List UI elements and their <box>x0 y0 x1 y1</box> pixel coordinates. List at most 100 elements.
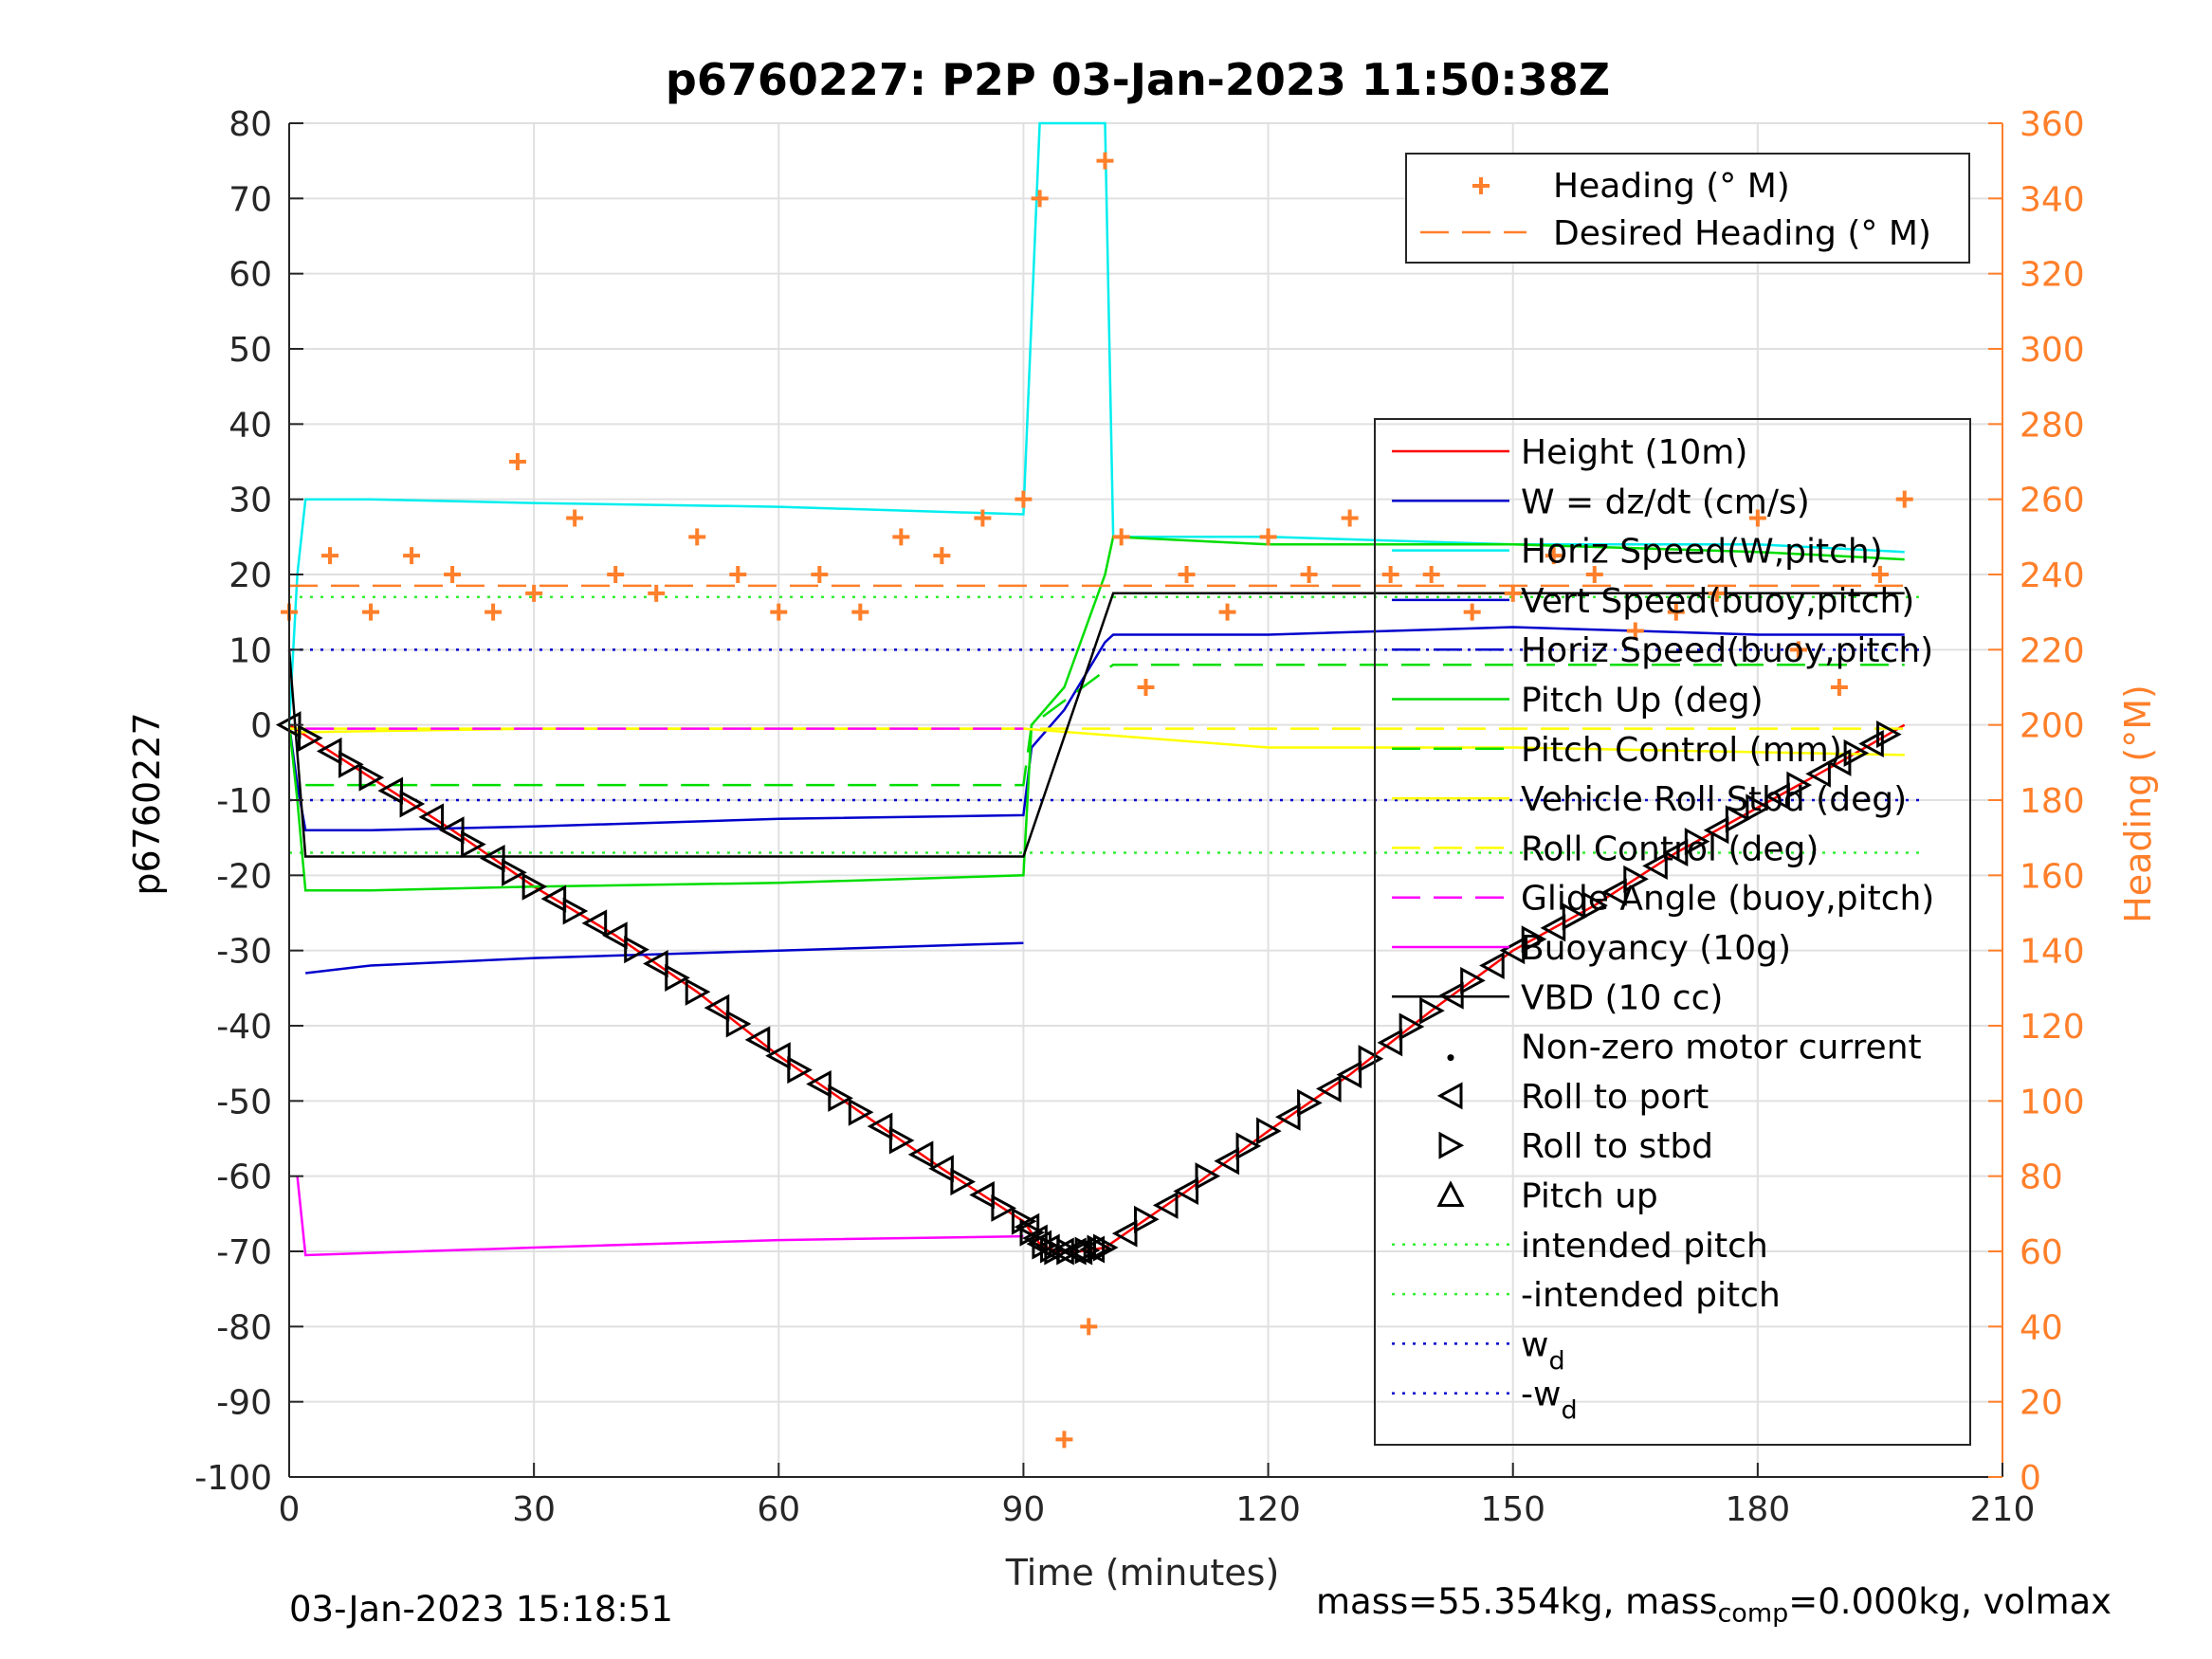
legend-main-entry: intended pitch <box>1521 1227 1768 1266</box>
heading-point <box>1137 679 1155 696</box>
heading-point <box>508 453 526 470</box>
legend-main-swatch <box>1438 1131 1465 1159</box>
roll-to-stbd-marker <box>950 1168 977 1196</box>
heading-point <box>729 566 747 583</box>
heading-point <box>1871 566 1889 583</box>
roll-to-port-marker <box>479 844 505 873</box>
y-tick-label-right: 200 <box>2020 707 2085 746</box>
roll-to-port-marker <box>765 1042 791 1070</box>
legend-main-entry: Horiz Speed(buoy,pitch) <box>1521 631 1933 670</box>
roll-to-stbd-marker <box>1562 902 1588 931</box>
roll-to-stbd-marker <box>1358 1045 1384 1073</box>
roll-to-port-marker <box>643 950 668 978</box>
x-tick-label: 120 <box>1235 1490 1301 1529</box>
heading-point <box>892 528 910 546</box>
roll-to-stbd-marker <box>828 1084 853 1112</box>
roll-to-stbd-marker <box>1876 720 1902 749</box>
chart-title: p6760227: P2P 03-Jan-2023 11:50:38Z <box>666 54 1610 105</box>
heading-point <box>321 547 339 565</box>
y-tick-label-left: -40 <box>216 1008 272 1047</box>
roll-to-port-marker <box>1805 759 1831 788</box>
heading-point <box>1422 566 1440 583</box>
roll-to-stbd-marker <box>1056 1237 1082 1266</box>
heading-point <box>1667 603 1685 621</box>
y-axis-label-left: p6760227 <box>126 712 168 895</box>
roll-to-port-marker <box>418 803 445 831</box>
heading-point <box>403 547 421 565</box>
heading-point <box>851 603 869 621</box>
roll-to-stbd-marker <box>1746 793 1771 822</box>
heading-series <box>281 152 1913 1449</box>
roll-to-stbd-marker <box>502 858 527 886</box>
y-tick-label-left: 70 <box>229 180 272 219</box>
roll-to-stbd-marker <box>1019 1218 1046 1247</box>
heading-point <box>362 603 380 621</box>
y-tick-label-left: -50 <box>216 1083 272 1121</box>
y-tick-label-left: -20 <box>216 857 272 896</box>
heading-point <box>1830 679 1848 696</box>
roll-to-stbd-marker <box>521 872 548 901</box>
legend-main-entry: VBD (10 cc) <box>1521 978 1723 1017</box>
roll-to-stbd-marker <box>1297 1088 1323 1117</box>
roll-to-stbd-marker <box>1786 771 1813 799</box>
y-tick-label-left: -10 <box>216 782 272 821</box>
roll-to-port-marker <box>928 1155 954 1183</box>
heading-point <box>484 603 503 621</box>
legend-main-entry: Vert Speed(buoy,pitch) <box>1521 582 1914 621</box>
roll-to-stbd-marker <box>1256 1117 1282 1145</box>
roll-to-stbd-marker <box>685 977 711 1006</box>
y-tick-label-right: 160 <box>2020 857 2085 896</box>
footer-mass-text: mass=55.354kg, mass <box>1316 1581 1718 1622</box>
legend-main-swatch <box>1436 1082 1463 1110</box>
footer-timestamp: 03-Jan-2023 15:18:51 <box>289 1589 673 1630</box>
series-line <box>287 626 1905 831</box>
roll-to-stbd-marker <box>787 1056 813 1085</box>
legend-main-entry-sub: d <box>1561 1396 1577 1426</box>
roll-to-stbd-marker <box>1684 828 1710 856</box>
roll-to-port-marker <box>1377 1029 1403 1057</box>
heading-point <box>688 528 706 546</box>
heading-point <box>1178 566 1196 583</box>
roll-to-stbd-marker <box>1074 1236 1101 1265</box>
x-tick-label: 60 <box>757 1490 800 1529</box>
heading-point <box>811 566 829 583</box>
roll-to-stbd-marker <box>461 830 486 859</box>
roll-to-port-marker <box>907 1140 934 1169</box>
x-tick-label: 180 <box>1725 1490 1790 1529</box>
series-line <box>305 941 1024 975</box>
roll-to-port-marker <box>1601 878 1627 906</box>
roll-to-port-marker <box>1022 1224 1048 1252</box>
legend-main-entry: Height (10m) <box>1521 433 1747 472</box>
heading-point <box>1585 566 1603 583</box>
legend-heading: Heading (° M) Desired Heading (° M) <box>1405 153 1970 264</box>
roll-to-port-marker <box>1111 1219 1138 1248</box>
roll-to-port-marker <box>1152 1191 1179 1219</box>
y-tick-label-left: 40 <box>229 406 272 445</box>
heading-point <box>933 547 951 565</box>
y-tick-label-left: 30 <box>229 482 272 520</box>
roll-to-port-marker <box>1079 1235 1106 1264</box>
footer-mass: mass=55.354kg, masscomp=0.000kg, volmax <box>1316 1581 2111 1628</box>
heading-point <box>1626 622 1644 640</box>
roll-to-stbd-marker <box>1843 738 1870 767</box>
x-tick-label: 30 <box>512 1490 556 1529</box>
roll-to-port-marker <box>602 921 628 950</box>
roll-to-port-marker <box>744 1026 771 1054</box>
heading-point <box>1463 603 1481 621</box>
roll-to-port-marker <box>1214 1147 1240 1176</box>
roll-to-stbd-marker <box>1582 891 1608 920</box>
x-axis-label: Time (minutes) <box>1005 1552 1280 1594</box>
y-tick-label-right: 80 <box>2020 1158 2063 1197</box>
footer-mass-tail: =0.000kg, volmax <box>1788 1581 2112 1622</box>
roll-to-port-marker <box>1315 1074 1342 1103</box>
heading-point <box>1096 152 1114 170</box>
y-tick-label-left: -90 <box>216 1384 272 1423</box>
series-line <box>287 592 1905 858</box>
roll-to-port-marker <box>1642 851 1668 880</box>
roll-to-stbd-marker <box>298 724 323 753</box>
roll-to-stbd-marker <box>1011 1207 1037 1235</box>
roll-to-stbd-marker <box>1419 996 1445 1025</box>
legend-main-entry: Pitch Up (deg) <box>1521 682 1764 720</box>
heading-point <box>1218 603 1236 621</box>
